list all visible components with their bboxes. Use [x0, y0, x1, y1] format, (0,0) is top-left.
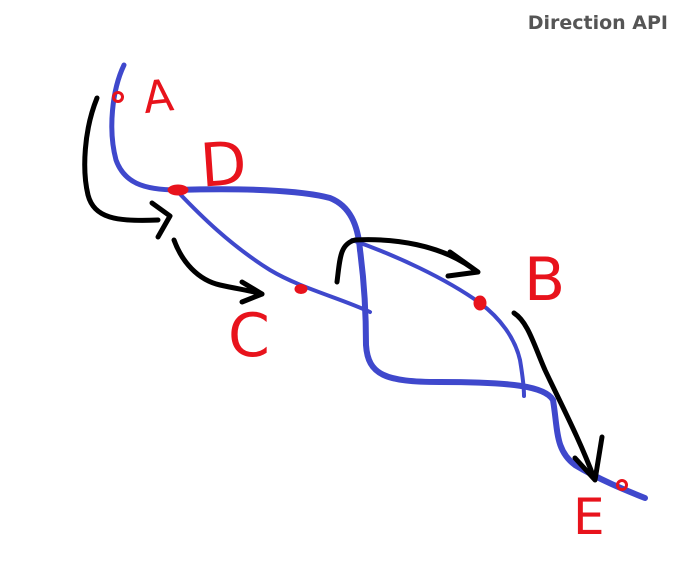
arrow-b-to-e-head [572, 434, 605, 483]
route-d-to-junction [175, 186, 363, 253]
marker-e [616, 479, 628, 491]
route-junction-to-e-lower [357, 247, 648, 501]
arrow-a-to-d-head [149, 200, 173, 240]
route-junction-to-b [350, 238, 526, 398]
arrow-a-to-d [82, 95, 161, 223]
arrow-junction-to-b-head [445, 249, 481, 279]
arrow-junction-to-b [334, 237, 475, 285]
marker-d [167, 184, 189, 196]
label-d: D [198, 129, 249, 202]
label-b: B [524, 245, 565, 315]
label-a: A [141, 70, 176, 124]
route-a-to-d [109, 62, 181, 193]
route-d-to-c [176, 190, 372, 314]
arrow-d-to-c-head [239, 279, 265, 305]
marker-b [473, 295, 487, 311]
arrow-b-to-e [511, 310, 597, 481]
arrow-d-to-c [171, 237, 265, 297]
label-c: C [228, 301, 270, 371]
label-e: E [573, 488, 605, 546]
marker-c [294, 284, 308, 294]
page-title: Direction API [527, 12, 668, 34]
marker-a [112, 91, 124, 103]
